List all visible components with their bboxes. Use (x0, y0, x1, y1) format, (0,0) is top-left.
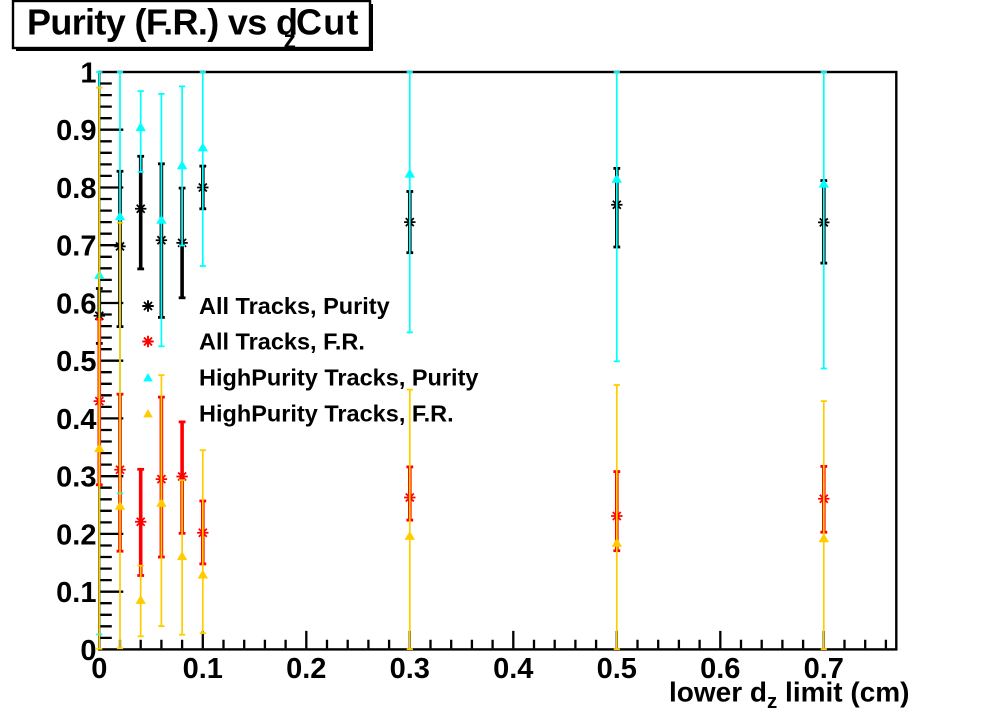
svg-text:0.3: 0.3 (56, 462, 96, 494)
svg-text:0.4: 0.4 (493, 653, 533, 685)
svg-text:0.8: 0.8 (56, 173, 96, 205)
svg-text:HighPurity Tracks, F.R.: HighPurity Tracks, F.R. (199, 401, 454, 427)
svg-text:Purity (F.R.) vs d: Purity (F.R.) vs d (27, 2, 297, 43)
svg-text:0.2: 0.2 (286, 653, 326, 685)
svg-text:0: 0 (80, 635, 96, 667)
svg-text:0.6: 0.6 (56, 288, 96, 320)
svg-text:z: z (284, 26, 297, 54)
svg-text:1: 1 (80, 57, 96, 89)
svg-text:All Tracks, F.R.: All Tracks, F.R. (199, 329, 365, 355)
svg-text:Cut: Cut (296, 2, 360, 43)
svg-text:0.6: 0.6 (700, 653, 740, 685)
svg-text:0.2: 0.2 (56, 519, 96, 551)
svg-text:0.7: 0.7 (56, 231, 96, 263)
svg-text:0.5: 0.5 (597, 653, 637, 685)
svg-text:0.3: 0.3 (390, 653, 430, 685)
svg-text:HighPurity Tracks, Purity: HighPurity Tracks, Purity (199, 365, 478, 391)
svg-text:0.4: 0.4 (56, 404, 96, 436)
svg-text:0.1: 0.1 (183, 653, 223, 685)
svg-text:0.7: 0.7 (804, 653, 844, 685)
svg-text:0: 0 (91, 653, 107, 685)
svg-text:0.9: 0.9 (56, 115, 96, 147)
svg-text:All Tracks, Purity: All Tracks, Purity (199, 293, 390, 319)
svg-text:0.5: 0.5 (56, 346, 96, 378)
svg-text:0.1: 0.1 (56, 577, 96, 609)
svg-text:lower dz limit (cm): lower dz limit (cm) (669, 677, 910, 714)
